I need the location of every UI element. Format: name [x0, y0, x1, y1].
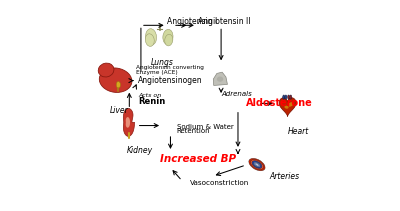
Ellipse shape	[145, 34, 154, 46]
Text: Angiotensin converting: Angiotensin converting	[136, 65, 204, 70]
Ellipse shape	[284, 106, 288, 109]
Text: Enzyme (ACE): Enzyme (ACE)	[136, 70, 177, 75]
Text: Aldosterone: Aldosterone	[246, 98, 313, 108]
Text: Kidney: Kidney	[127, 146, 153, 155]
Ellipse shape	[283, 95, 285, 99]
Ellipse shape	[146, 29, 156, 45]
Ellipse shape	[217, 77, 223, 82]
Polygon shape	[279, 98, 296, 116]
Ellipse shape	[290, 95, 292, 99]
Text: Angiotensin I: Angiotensin I	[167, 17, 218, 26]
Ellipse shape	[252, 161, 262, 168]
Ellipse shape	[250, 160, 264, 170]
Text: Liver: Liver	[110, 106, 129, 115]
Ellipse shape	[163, 29, 173, 45]
Text: Sodium & Water: Sodium & Water	[177, 124, 234, 130]
Ellipse shape	[116, 81, 120, 88]
Ellipse shape	[288, 102, 294, 107]
Polygon shape	[126, 117, 130, 128]
Polygon shape	[123, 108, 134, 136]
Text: Increased BP: Increased BP	[160, 154, 236, 164]
Text: Vasoconstriction: Vasoconstriction	[190, 180, 249, 186]
Text: Angiotensinogen: Angiotensinogen	[138, 76, 202, 85]
Text: Lungs: Lungs	[151, 58, 174, 67]
Text: Adrenals: Adrenals	[221, 91, 252, 97]
Text: Heart: Heart	[288, 127, 309, 136]
Text: Arteries: Arteries	[270, 172, 300, 181]
Ellipse shape	[285, 95, 287, 99]
Ellipse shape	[99, 68, 132, 92]
Ellipse shape	[255, 163, 259, 166]
Ellipse shape	[98, 63, 114, 77]
Text: Renin: Renin	[138, 97, 166, 106]
Ellipse shape	[254, 162, 260, 167]
Ellipse shape	[288, 95, 290, 99]
Text: Angiotensin II: Angiotensin II	[198, 17, 250, 26]
Text: Acts on: Acts on	[138, 93, 162, 98]
Ellipse shape	[165, 34, 173, 46]
Text: Retention: Retention	[177, 128, 210, 134]
Ellipse shape	[249, 158, 265, 171]
Polygon shape	[213, 72, 228, 85]
